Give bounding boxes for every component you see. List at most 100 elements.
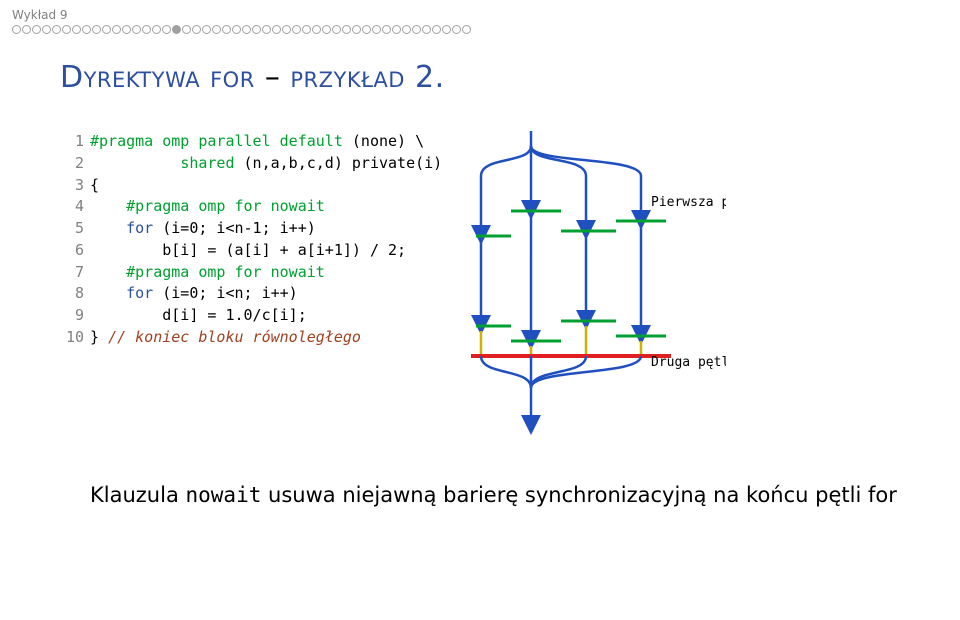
- progress-dot: [172, 25, 181, 34]
- progress-dot: [252, 25, 261, 34]
- progress-dot: [42, 25, 51, 34]
- progress-dot: [82, 25, 91, 34]
- progress-dot: [362, 25, 371, 34]
- code-line: 3{: [60, 175, 442, 197]
- svg-text:Pierwsza pętla: Pierwsza pętla: [651, 195, 726, 210]
- code-token: (none) \: [343, 132, 424, 150]
- footer-pre: Klauzula: [90, 483, 186, 507]
- line-number: 7: [60, 262, 84, 284]
- header-title: Wykład 9: [12, 8, 68, 22]
- content-row: 1 #pragma omp parallel default (none) \ 2 …: [0, 95, 960, 451]
- code-token: (i=0; i<n; i++): [153, 284, 298, 302]
- progress-dot: [282, 25, 291, 34]
- footer-text: Klauzula nowait usuwa niejawną barierę s…: [0, 451, 960, 509]
- code-token: (n,a,b,c,d) private(i): [235, 154, 443, 172]
- progress-dot: [332, 25, 341, 34]
- progress-dot: [192, 25, 201, 34]
- diagram-svg: Pierwsza pętla Druga pętla: [466, 131, 726, 451]
- progress-dot: [372, 25, 381, 34]
- code-token: [90, 219, 126, 237]
- progress-dot: [132, 25, 141, 34]
- progress-dot: [62, 25, 71, 34]
- slide: Wykład 9 Dyrektywa for – przykład 2. 1 #p…: [0, 0, 960, 620]
- slide-title: Dyrektywa for – przykład 2.: [0, 34, 960, 95]
- code-line: 9 d[i] = 1.0/c[i];: [60, 305, 442, 327]
- code-token: }: [90, 328, 108, 346]
- footer-post: usuwa niejawną barierę synchronizacyjną …: [261, 483, 896, 507]
- code-line: 1 #pragma omp parallel default (none) \: [60, 131, 442, 153]
- svg-text:Druga pętla: Druga pętla: [651, 355, 726, 370]
- code-token: // koniec bloku równoległego: [108, 328, 361, 346]
- line-number: 4: [60, 196, 84, 218]
- code-token: {: [90, 176, 99, 194]
- progress-dot: [452, 25, 461, 34]
- progress-dot: [462, 25, 471, 34]
- code-token: #pragma omp for nowait: [126, 197, 325, 215]
- code-token: (i=0; i<n-1; i++): [153, 219, 316, 237]
- progress-dot: [352, 25, 361, 34]
- code-token: d[i] = 1.0/c[i];: [90, 306, 307, 324]
- header-bar: Wykład 9: [0, 0, 960, 23]
- progress-dot: [392, 25, 401, 34]
- progress-dot: [442, 25, 451, 34]
- code-line: 5 for (i=0; i<n-1; i++): [60, 218, 442, 240]
- line-number: 9: [60, 305, 84, 327]
- code-line: 6 b[i] = (a[i] + a[i+1]) / 2;: [60, 240, 442, 262]
- line-number: 5: [60, 218, 84, 240]
- progress-dot: [102, 25, 111, 34]
- footer-kw: nowait: [186, 483, 262, 507]
- progress-dot: [32, 25, 41, 34]
- line-number: 6: [60, 240, 84, 262]
- code-line: 7 #pragma omp for nowait: [60, 262, 442, 284]
- progress-dot: [302, 25, 311, 34]
- progress-dot: [222, 25, 231, 34]
- code-line: 2 shared (n,a,b,c,d) private(i): [60, 153, 442, 175]
- code-token: [90, 197, 126, 215]
- progress-dot: [432, 25, 441, 34]
- progress-dot: [22, 25, 31, 34]
- progress-dot: [382, 25, 391, 34]
- title-sub: przykład 2.: [290, 60, 444, 95]
- code-token: for: [126, 284, 153, 302]
- code-line: 10} // koniec bloku równoległego: [60, 327, 442, 349]
- code-token: for: [126, 219, 153, 237]
- progress-dot: [12, 25, 21, 34]
- progress-dot: [202, 25, 211, 34]
- thread-diagram: Pierwsza pętla Druga pętla: [466, 131, 736, 451]
- progress-dot: [262, 25, 271, 34]
- title-sep: –: [255, 60, 291, 95]
- code-token: [90, 263, 126, 281]
- progress-dot: [402, 25, 411, 34]
- code-token: shared: [180, 154, 234, 172]
- progress-dot: [232, 25, 241, 34]
- progress-dot: [312, 25, 321, 34]
- progress-dot: [212, 25, 221, 34]
- progress-dot: [92, 25, 101, 34]
- progress-dot: [122, 25, 131, 34]
- line-number: 2: [60, 153, 84, 175]
- progress-dot: [182, 25, 191, 34]
- progress-dot: [142, 25, 151, 34]
- progress-dot: [162, 25, 171, 34]
- progress-dot: [242, 25, 251, 34]
- title-main: Dyrektywa for: [60, 60, 255, 95]
- code-listing: 1 #pragma omp parallel default (none) \ 2 …: [60, 131, 442, 451]
- code-line: 4 #pragma omp for nowait: [60, 196, 442, 218]
- code-token: [90, 154, 180, 172]
- progress-dot: [322, 25, 331, 34]
- progress-dot: [272, 25, 281, 34]
- code-token: b[i] = (a[i] + a[i+1]) / 2;: [90, 241, 406, 259]
- progress-dot: [112, 25, 121, 34]
- progress-dot: [152, 25, 161, 34]
- progress-dot: [342, 25, 351, 34]
- code-line: 8 for (i=0; i<n; i++): [60, 283, 442, 305]
- progress-dot: [72, 25, 81, 34]
- line-number: 1: [60, 131, 84, 153]
- code-token: #pragma omp for nowait: [126, 263, 325, 281]
- code-token: [90, 284, 126, 302]
- progress-dots: [0, 23, 960, 34]
- progress-dot: [422, 25, 431, 34]
- line-number: 3: [60, 175, 84, 197]
- code-token: #pragma omp parallel default: [90, 132, 343, 150]
- line-number: 10: [60, 327, 84, 349]
